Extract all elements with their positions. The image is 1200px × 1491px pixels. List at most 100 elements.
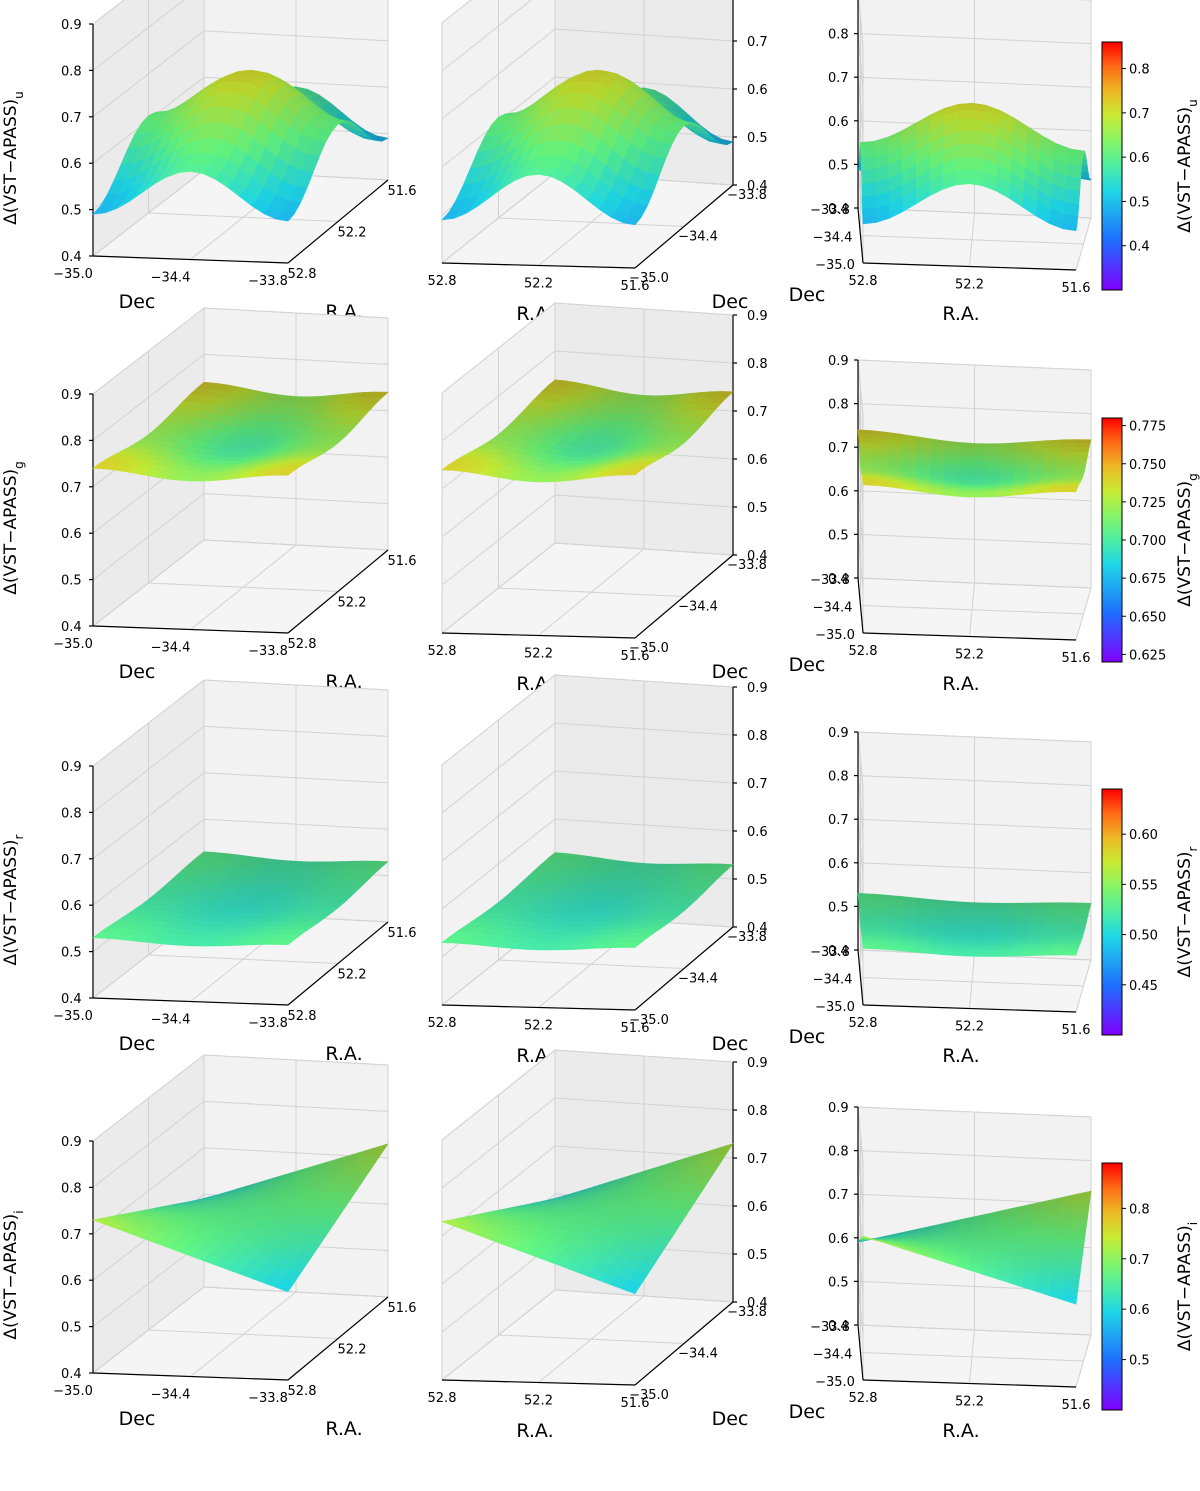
colorbar-tick-label: 0.8: [1129, 1202, 1150, 1217]
surface-facet: [995, 492, 1011, 497]
surface-facet: [999, 933, 1015, 938]
dec-axis-line: [634, 926, 734, 1011]
dec-tick-label: −33.8: [248, 644, 288, 659]
surface-facet: [1060, 902, 1077, 907]
ra-tick-label: 52.8: [849, 644, 878, 659]
z-axis-title: Δ(VST−APASS)r: [1, 834, 26, 965]
surface-facet: [1030, 909, 1047, 915]
dec-axis-label: Dec: [712, 1408, 749, 1430]
surface-facet: [982, 493, 997, 498]
surface-facet: [622, 214, 642, 226]
ra-tick-label: 52.8: [849, 1016, 878, 1031]
surface-facet: [984, 942, 999, 946]
z-tick-label: 0.4: [828, 1319, 849, 1334]
surface-facet: [973, 446, 990, 453]
dec-tick-label: −33.8: [248, 1391, 288, 1406]
ra-tick-label: 52.8: [849, 274, 878, 289]
z-tick-label: 0.8: [747, 729, 768, 744]
dec-tick-label: −35.0: [629, 271, 669, 286]
surface-facet: [957, 1236, 973, 1241]
surface-facet: [1056, 925, 1072, 931]
ra-tick-label: 52.8: [288, 637, 317, 652]
ra-axis-line: [862, 262, 1077, 271]
ra-tick-label: 51.6: [1062, 1398, 1091, 1413]
grid-line: [148, 212, 339, 222]
surface-facet: [1056, 466, 1072, 472]
surface-facet: [955, 177, 971, 186]
surface: [441, 69, 734, 226]
z-tick-label: 0.5: [828, 528, 849, 543]
surface-facet: [956, 157, 971, 171]
colorbar-tick-label: 0.775: [1129, 420, 1166, 435]
dec-tick-label: −33.8: [810, 203, 850, 218]
colorbar-tick-label: 0.55: [1129, 878, 1158, 893]
surface-facet: [1058, 451, 1075, 458]
grid-line: [498, 1334, 685, 1344]
surface-facet: [1002, 902, 1019, 908]
panel-g-view-2: 0.4 0.5 0.6 0.7 0.8 0.9 −35.0 −34.4 −33.8 52.8 52.…: [428, 301, 768, 695]
surface-facet: [1000, 922, 1016, 928]
colorbar-tick-label: 0.6: [1129, 1303, 1150, 1318]
ra-tick-label: 52.2: [955, 278, 984, 293]
dec-axis-line: [92, 625, 289, 634]
surface-facet: [875, 945, 890, 951]
z-tick-label: 0.4: [747, 179, 768, 194]
z-tick-label: 0.4: [828, 202, 849, 217]
surface-facet: [1075, 439, 1092, 444]
grid-line: [857, 577, 1092, 589]
dec-tick-label: −35.0: [815, 258, 855, 273]
z-tick-label: 0.5: [61, 1321, 82, 1336]
surface: [857, 102, 1092, 232]
z-tick-label: 0.6: [747, 825, 768, 840]
grid-line: [1075, 587, 1092, 641]
surface-facet: [1040, 932, 1056, 937]
surface-facet: [1056, 461, 1073, 468]
panel-u-view-2: 0.4 0.5 0.6 0.7 0.8 0.9 −35.0 −34.4 −33.8 52.8 52.…: [428, 0, 768, 325]
z-axis-title-text: Δ(VST−APASS): [1, 839, 21, 965]
colorbar-title-text: Δ(VST−APASS): [1175, 851, 1195, 977]
colorbar-title-subscript: u: [1186, 99, 1200, 107]
z-tick-label: 0.5: [61, 204, 82, 219]
ra-tick-label: 51.6: [388, 554, 417, 569]
surface-facet: [1071, 917, 1088, 923]
surface-facet: [1042, 1233, 1058, 1241]
z-tick-label: 0.7: [61, 111, 82, 126]
z-tick-label: 0.9: [828, 354, 849, 369]
ra-tick-label: 52.8: [428, 1391, 457, 1406]
z-axis-title-text: Δ(VST−APASS): [1, 469, 21, 595]
surface-facet: [984, 936, 1000, 941]
grid-line: [860, 1352, 1084, 1362]
surface-facet: [987, 906, 1004, 911]
surface-facet: [985, 470, 1002, 476]
grid-line: [148, 1329, 339, 1339]
z-tick-label: 0.8: [828, 398, 849, 413]
z-tick-label: 0.5: [61, 946, 82, 961]
surface-facet: [1014, 926, 1030, 931]
ra-axis-line: [287, 921, 389, 1006]
colorbar-bar: [1101, 417, 1123, 663]
surface-facet: [1041, 1240, 1057, 1247]
ra-tick-label: 52.2: [955, 648, 984, 663]
ra-axis-label: R.A.: [942, 673, 979, 695]
dec-tick-label: −35.0: [53, 637, 93, 652]
z-tick-label: 0.8: [828, 1145, 849, 1160]
surface-facet: [972, 460, 988, 467]
surface-facet: [1015, 918, 1031, 924]
ra-tick-label: 51.6: [1062, 651, 1091, 666]
colorbar-title: Δ(VST−APASS)u: [1175, 99, 1200, 233]
surface-facet: [1014, 922, 1030, 928]
ra-axis-line: [862, 1379, 1077, 1388]
surface-facet: [1035, 951, 1051, 956]
ra-axis-line: [441, 1379, 636, 1386]
ra-tick-label: 52.2: [524, 1394, 553, 1409]
surface-facet: [861, 182, 876, 198]
dec-tick-label: −33.8: [248, 274, 288, 289]
ra-tick-label: 51.6: [621, 1021, 650, 1036]
ra-axis-line: [441, 262, 636, 269]
surface-facet: [1051, 943, 1067, 947]
surface-facet: [973, 443, 990, 448]
z-tick-label: 0.8: [61, 434, 82, 449]
colorbar-tick-label: 0.750: [1129, 458, 1166, 473]
surface-facet: [973, 909, 989, 915]
grid-line: [92, 0, 125, 25]
